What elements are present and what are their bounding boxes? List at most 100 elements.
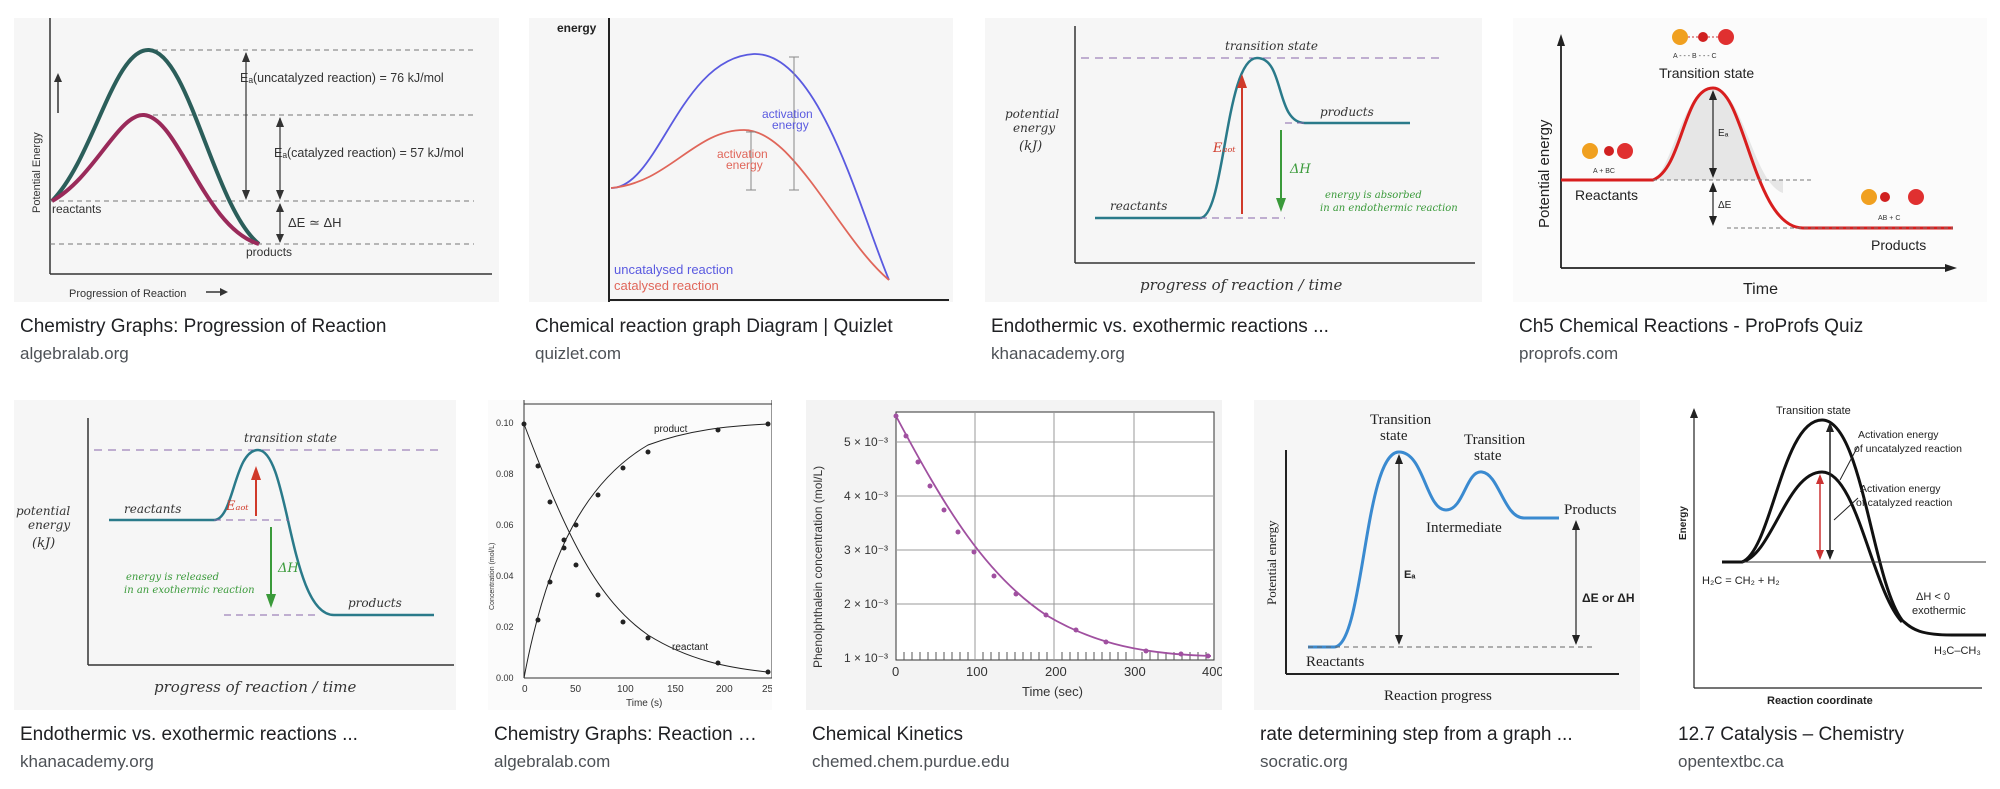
energy-diagram: Potential energy Reaction progress Trans… [1264, 412, 1635, 704]
result-thumbnail[interactable]: potential energy (kJ) transition state r… [14, 400, 456, 710]
result-thumbnail[interactable]: Potential Energy Progression of Reaction… [14, 18, 499, 302]
reactants-label: reactants [52, 202, 101, 216]
result-source[interactable]: opentextbc.ca [1678, 752, 1784, 771]
result-thumbnail[interactable]: Potential energy Reaction progress Trans… [1254, 400, 1640, 710]
y-axis-label: Phenolphthalein concentration (mol/L) [811, 466, 825, 668]
result-title[interactable]: Ch5 Chemical Reactions - ProProfs Quiz [1519, 316, 1864, 337]
x-axis-label: Reaction coordinate [1767, 695, 1873, 707]
transition-state-2-line-2: state [1474, 448, 1502, 464]
products-label: products [348, 596, 402, 610]
y-axis-label: Concentration (mol/L) [489, 543, 496, 610]
y-axis-label-1: potential [1005, 107, 1059, 121]
y-tick: 0.04 [496, 571, 514, 581]
result-title[interactable]: Endothermic vs. exothermic reactions ... [991, 316, 1329, 337]
transition-state-2-line-1: Transition [1464, 432, 1526, 448]
y-axis-label-3: (kJ) [32, 536, 55, 551]
x-tick: 200 [1045, 664, 1067, 679]
activation-energy-label: Eₐₒₜ [225, 499, 249, 514]
energy-diagram: Energy Reaction coordinate Transition st… [1678, 405, 1986, 707]
result-source[interactable]: khanacademy.org [991, 344, 1125, 363]
result-title[interactable]: 12.7 Catalysis – Chemistry [1678, 724, 1904, 745]
exothermic-label: exothermic [1912, 605, 1966, 617]
result-thumbnail[interactable]: energy activation energy activation ener… [529, 18, 953, 302]
products-label: products [1320, 105, 1374, 119]
transition-state-label: Transition state [1776, 405, 1851, 417]
y-tick: 2 × 10⁻³ [844, 597, 888, 611]
activation-energy-label: Eₐₒₜ [1212, 141, 1236, 156]
result-thumbnail[interactable]: Phenolphthalein concentration (mol/L) 1 … [806, 400, 1222, 710]
result-source[interactable]: quizlet.com [535, 344, 621, 363]
result-card[interactable]: Concentration (mol/L) 0.00 0.02 0.04 0.0… [488, 400, 772, 780]
result-source[interactable]: chemed.chem.purdue.edu [812, 752, 1010, 771]
result-thumbnail[interactable]: potential energy (kJ) transition state r… [985, 18, 1482, 302]
result-card[interactable]: Phenolphthalein concentration (mol/L) 1 … [806, 400, 1222, 780]
legend-uncatalysed: uncatalysed reaction [614, 262, 733, 277]
y-axis-label: energy [557, 21, 597, 35]
energy-diagram: energy activation energy activation ener… [557, 18, 949, 302]
result-title[interactable]: Endothermic vs. exothermic reactions ... [20, 724, 358, 745]
reactant-label: reactant [672, 642, 708, 653]
y-axis-label-2: energy [28, 518, 70, 532]
x-axis-label: progress of reaction / time [1140, 276, 1343, 294]
result-source[interactable]: socratic.org [1260, 752, 1348, 771]
result-title[interactable]: Chemistry Graphs: Reaction Rates [494, 724, 768, 745]
y-tick: 0.02 [496, 622, 514, 632]
y-ticks: 1 × 10⁻³ 2 × 10⁻³ 3 × 10⁻³ 4 × 10⁻³ 5 × … [844, 435, 888, 665]
y-tick: 0.00 [496, 673, 514, 683]
result-source[interactable]: proprofs.com [1519, 344, 1619, 363]
ea-uncatalyzed-label: Eₐ(uncatalyzed reaction) = 76 kJ/mol [240, 71, 444, 85]
delta-h-label: ΔH [277, 561, 299, 576]
y-tick: 5 × 10⁻³ [844, 435, 888, 449]
transition-state-label: transition state [1225, 39, 1318, 53]
energy-diagram: Potential Energy Progression of Reaction… [31, 18, 492, 300]
result-source[interactable]: algebralab.org [20, 344, 129, 363]
delta-label: ΔE ≃ ΔH [288, 215, 342, 230]
result-thumbnail[interactable]: Energy Reaction coordinate Transition st… [1672, 400, 1986, 710]
result-thumbnail[interactable]: Concentration (mol/L) 0.00 0.02 0.04 0.0… [488, 400, 772, 710]
x-axis-label: Progression of Reaction [69, 288, 186, 300]
y-axis-label: Potential energy [1264, 520, 1279, 605]
y-tick: 1 × 10⁻³ [844, 651, 888, 665]
result-title[interactable]: rate determining step from a graph ... [1260, 724, 1573, 745]
result-source[interactable]: khanacademy.org [20, 752, 154, 771]
note-line-2: in an exothermic reaction [124, 585, 255, 596]
result-card[interactable]: potential energy (kJ) transition state r… [985, 18, 1482, 378]
result-card[interactable]: Potential energy Time Eₐ ΔE A - - - B - … [1513, 18, 1987, 378]
catalyzed-label-1: Activation energy [1860, 483, 1941, 495]
x-axis-label: Time (sec) [1022, 684, 1083, 699]
result-source[interactable]: algebralab.com [494, 752, 611, 771]
x-tick: 0 [522, 684, 528, 695]
x-tick: 400 [1202, 664, 1222, 679]
reactants-label: reactants [1110, 199, 1167, 213]
x-tick: 25 [762, 684, 772, 695]
result-title[interactable]: Chemical Kinetics [812, 724, 963, 745]
y-tick: 0.10 [496, 418, 514, 428]
uncatalysed-activation-label: activation [762, 107, 813, 121]
reactants-label: Reactants [1575, 187, 1638, 203]
products-label: products [246, 245, 292, 259]
product-label: product [654, 424, 688, 435]
result-card[interactable]: potential energy (kJ) transition state r… [14, 400, 456, 780]
x-tick: 50 [570, 684, 582, 695]
products-molecule: AB + C [1878, 215, 1900, 222]
result-card[interactable]: Potential Energy Progression of Reaction… [14, 18, 499, 378]
y-tick: 4 × 10⁻³ [844, 489, 888, 503]
uncatalyzed-label-1: Activation energy [1858, 429, 1939, 441]
x-tick: 150 [667, 684, 684, 695]
delta-label: ΔE or ΔH [1582, 591, 1635, 605]
delta-label: ΔE [1718, 200, 1732, 211]
result-card[interactable]: energy activation energy activation ener… [529, 18, 953, 378]
result-card[interactable]: Energy Reaction coordinate Transition st… [1672, 400, 1986, 780]
result-title[interactable]: Chemical reaction graph Diagram | Quizle… [535, 316, 893, 337]
result-title[interactable]: Chemistry Graphs: Progression of Reactio… [20, 316, 387, 337]
y-tick: 3 × 10⁻³ [844, 543, 888, 557]
products-label: Products [1564, 502, 1617, 518]
result-thumbnail[interactable]: Potential energy Time Eₐ ΔE A - - - B - … [1513, 18, 1987, 302]
x-axis-label: Time (s) [626, 698, 662, 709]
y-axis-label-3: (kJ) [1019, 139, 1042, 154]
result-card[interactable]: Potential energy Reaction progress Trans… [1254, 400, 1640, 780]
y-tick: 0.08 [496, 469, 514, 479]
x-tick: 100 [617, 684, 634, 695]
y-axis-label-2: energy [1013, 121, 1055, 135]
reactants-label: reactants [124, 502, 181, 516]
